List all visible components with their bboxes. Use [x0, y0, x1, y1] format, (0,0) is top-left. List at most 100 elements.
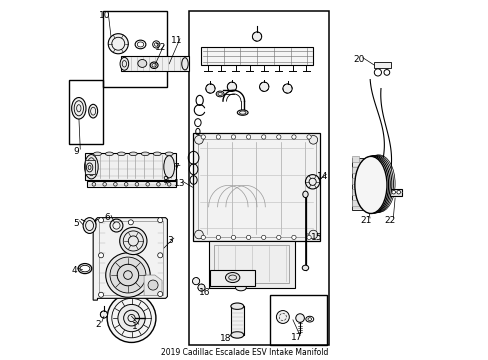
- Ellipse shape: [361, 155, 393, 212]
- Circle shape: [194, 135, 203, 144]
- Circle shape: [306, 235, 310, 239]
- Circle shape: [252, 32, 261, 41]
- Text: 8: 8: [162, 176, 167, 185]
- Polygon shape: [208, 241, 294, 288]
- Text: 13: 13: [173, 179, 184, 188]
- Text: 2019 Cadillac Escalade ESV Intake Manifold: 2019 Cadillac Escalade ESV Intake Manifo…: [161, 348, 327, 357]
- Circle shape: [261, 235, 265, 239]
- Circle shape: [201, 235, 205, 239]
- Ellipse shape: [84, 154, 98, 179]
- Circle shape: [198, 284, 204, 291]
- Text: 10: 10: [99, 10, 110, 19]
- Text: 9: 9: [74, 147, 80, 156]
- Bar: [351, 156, 359, 162]
- Ellipse shape: [141, 152, 149, 156]
- Text: 16: 16: [198, 288, 210, 297]
- Bar: [188, 12, 328, 345]
- Circle shape: [308, 230, 317, 239]
- Ellipse shape: [182, 58, 188, 70]
- Circle shape: [158, 218, 163, 223]
- Text: 22: 22: [384, 216, 395, 225]
- Circle shape: [158, 292, 163, 297]
- Ellipse shape: [216, 91, 224, 97]
- Circle shape: [128, 220, 133, 225]
- Circle shape: [108, 34, 128, 54]
- Text: 15: 15: [310, 233, 321, 242]
- Text: 6: 6: [104, 213, 110, 222]
- Circle shape: [99, 218, 103, 223]
- Text: 14: 14: [316, 172, 328, 181]
- Circle shape: [216, 235, 220, 239]
- Text: 5: 5: [73, 219, 79, 228]
- Ellipse shape: [225, 273, 239, 283]
- Ellipse shape: [356, 156, 388, 213]
- Ellipse shape: [302, 191, 307, 198]
- Bar: [351, 167, 359, 173]
- Circle shape: [194, 230, 203, 239]
- Ellipse shape: [120, 57, 128, 70]
- Ellipse shape: [153, 152, 161, 156]
- Circle shape: [158, 253, 163, 258]
- Circle shape: [227, 82, 236, 91]
- Ellipse shape: [230, 332, 244, 338]
- Circle shape: [246, 135, 250, 139]
- Polygon shape: [389, 189, 402, 196]
- Text: 4: 4: [71, 266, 77, 275]
- Circle shape: [396, 190, 400, 194]
- Circle shape: [295, 314, 304, 322]
- Circle shape: [391, 190, 395, 194]
- Circle shape: [110, 257, 145, 293]
- Text: 19: 19: [360, 183, 371, 192]
- Ellipse shape: [105, 152, 113, 156]
- Ellipse shape: [72, 98, 86, 119]
- Polygon shape: [93, 218, 167, 300]
- Circle shape: [282, 84, 292, 93]
- Polygon shape: [351, 158, 364, 211]
- Circle shape: [201, 135, 205, 139]
- Circle shape: [246, 235, 250, 239]
- Text: 12: 12: [154, 43, 165, 52]
- Circle shape: [192, 278, 199, 285]
- Text: 11: 11: [170, 36, 182, 45]
- Bar: [230, 306, 244, 335]
- Text: 1: 1: [132, 322, 138, 331]
- Bar: [269, 295, 326, 345]
- Polygon shape: [85, 160, 94, 174]
- Ellipse shape: [357, 156, 389, 213]
- Ellipse shape: [129, 152, 137, 156]
- Bar: [351, 179, 359, 184]
- Ellipse shape: [359, 156, 391, 213]
- Circle shape: [276, 135, 281, 139]
- Circle shape: [120, 227, 147, 255]
- Polygon shape: [85, 153, 175, 180]
- Circle shape: [100, 311, 107, 318]
- Ellipse shape: [83, 218, 96, 233]
- Ellipse shape: [362, 155, 394, 212]
- Circle shape: [276, 235, 281, 239]
- Polygon shape: [121, 56, 188, 71]
- Bar: [373, 62, 390, 68]
- Circle shape: [107, 294, 156, 342]
- Text: 7: 7: [173, 163, 179, 172]
- Circle shape: [276, 311, 289, 323]
- Circle shape: [99, 253, 103, 258]
- Ellipse shape: [165, 152, 173, 156]
- Text: 21: 21: [360, 216, 371, 225]
- Ellipse shape: [117, 152, 125, 156]
- Circle shape: [231, 135, 235, 139]
- Polygon shape: [210, 270, 255, 286]
- Polygon shape: [86, 181, 176, 187]
- Polygon shape: [201, 47, 312, 65]
- Ellipse shape: [237, 110, 247, 115]
- Ellipse shape: [93, 152, 101, 156]
- Circle shape: [231, 235, 235, 239]
- Circle shape: [259, 82, 268, 91]
- Polygon shape: [144, 275, 162, 296]
- Ellipse shape: [235, 284, 246, 291]
- Bar: [102, 12, 167, 87]
- Circle shape: [105, 253, 150, 297]
- Bar: [351, 189, 359, 195]
- Ellipse shape: [163, 156, 174, 178]
- Circle shape: [261, 135, 265, 139]
- Circle shape: [305, 175, 319, 189]
